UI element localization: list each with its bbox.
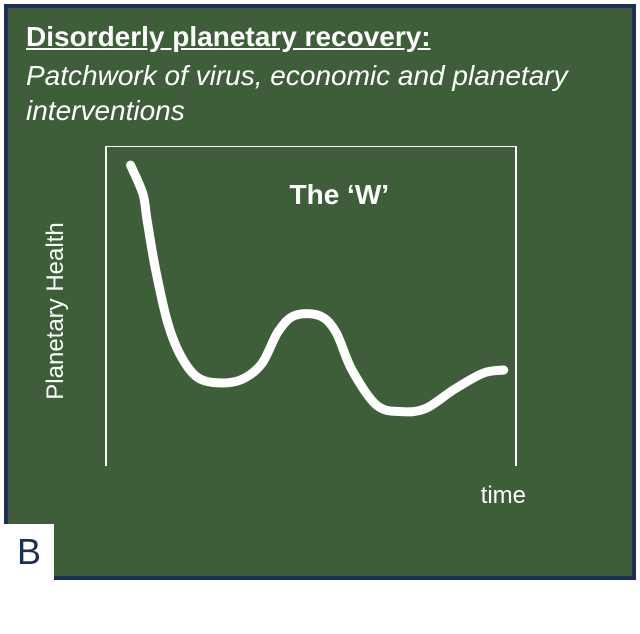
x-axis-label: time [481, 482, 526, 510]
panel-title: Disorderly planetary recovery: [26, 20, 614, 54]
series-label: The ‘W’ [290, 179, 390, 211]
y-axis-label: Planetary Health [42, 222, 70, 399]
chart-area: Planetary Health time The ‘W’ [96, 146, 526, 476]
panel-subtitle: Patchwork of virus, economic and planeta… [26, 58, 614, 128]
scenario-panel: Disorderly planetary recovery: Patchwork… [4, 4, 636, 580]
panel-badge: B [4, 524, 54, 580]
